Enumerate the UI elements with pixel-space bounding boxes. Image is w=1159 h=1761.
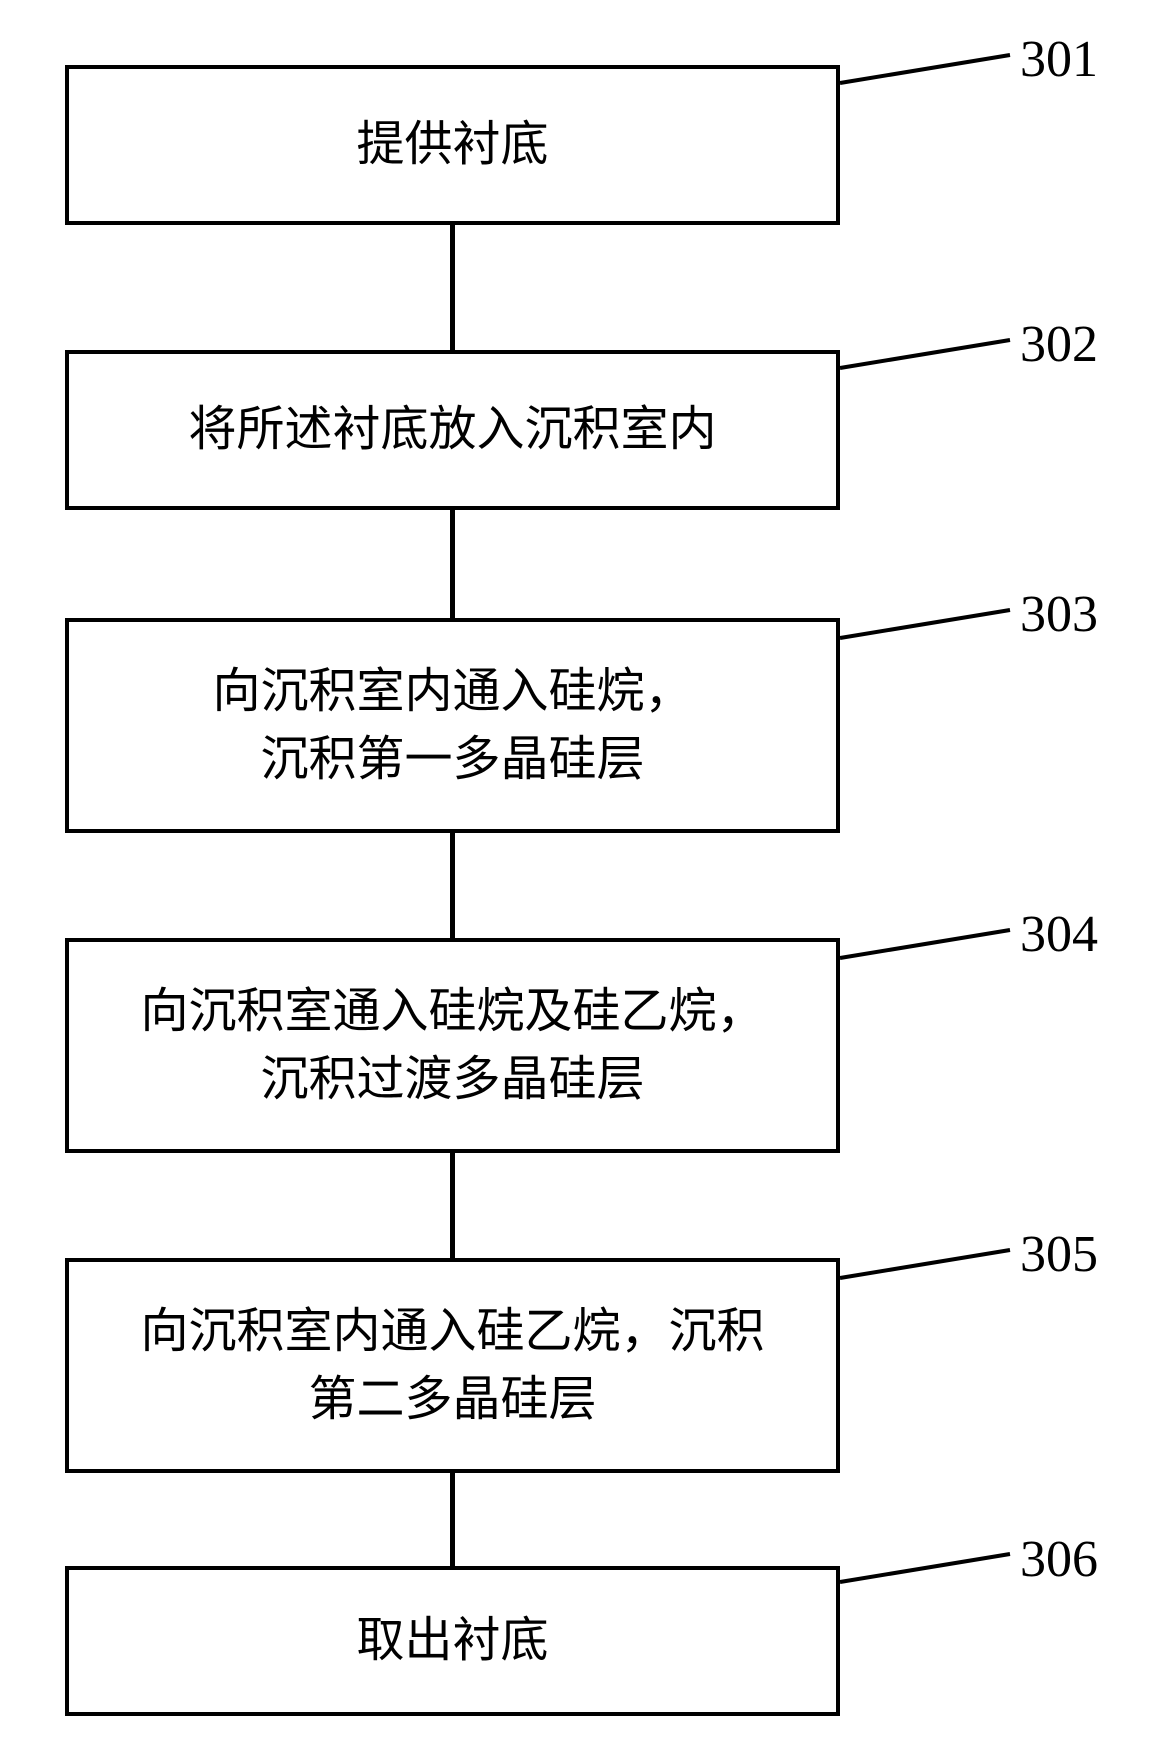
step-label-306: 306 bbox=[1020, 1530, 1098, 1589]
leader-lines-svg bbox=[0, 0, 1159, 1761]
leader-line-302 bbox=[840, 340, 1010, 368]
step-box-301: 提供衬底 bbox=[65, 65, 840, 225]
step-label-302: 302 bbox=[1020, 315, 1098, 374]
connector-303-304 bbox=[450, 833, 455, 938]
leader-line-304 bbox=[840, 930, 1010, 958]
step-text-305: 向沉积室内通入硅乙烷，沉积 第二多晶硅层 bbox=[140, 1298, 764, 1432]
step-label-304: 304 bbox=[1020, 905, 1098, 964]
step-box-302: 将所述衬底放入沉积室内 bbox=[65, 350, 840, 510]
connector-304-305 bbox=[450, 1153, 455, 1258]
step-label-301: 301 bbox=[1020, 30, 1098, 89]
leader-line-303 bbox=[840, 610, 1010, 638]
step-box-303: 向沉积室内通入硅烷， 沉积第一多晶硅层 bbox=[65, 618, 840, 833]
step-text-303: 向沉积室内通入硅烷， 沉积第一多晶硅层 bbox=[212, 658, 692, 792]
leader-line-301 bbox=[840, 55, 1010, 83]
step-box-306: 取出衬底 bbox=[65, 1566, 840, 1716]
step-label-305: 305 bbox=[1020, 1225, 1098, 1284]
step-box-305: 向沉积室内通入硅乙烷，沉积 第二多晶硅层 bbox=[65, 1258, 840, 1473]
step-text-302: 将所述衬底放入沉积室内 bbox=[188, 396, 716, 463]
step-text-301: 提供衬底 bbox=[356, 111, 548, 178]
leader-line-305 bbox=[840, 1250, 1010, 1278]
connector-301-302 bbox=[450, 225, 455, 350]
step-box-304: 向沉积室通入硅烷及硅乙烷， 沉积过渡多晶硅层 bbox=[65, 938, 840, 1153]
flowchart-canvas: 提供衬底 301 将所述衬底放入沉积室内 302 向沉积室内通入硅烷， 沉积第一… bbox=[0, 0, 1159, 1761]
step-text-306: 取出衬底 bbox=[356, 1607, 548, 1674]
step-text-304: 向沉积室通入硅烷及硅乙烷， 沉积过渡多晶硅层 bbox=[140, 978, 764, 1112]
connector-302-303 bbox=[450, 510, 455, 618]
step-label-303: 303 bbox=[1020, 585, 1098, 644]
leader-line-306 bbox=[840, 1554, 1010, 1582]
connector-305-306 bbox=[450, 1473, 455, 1566]
